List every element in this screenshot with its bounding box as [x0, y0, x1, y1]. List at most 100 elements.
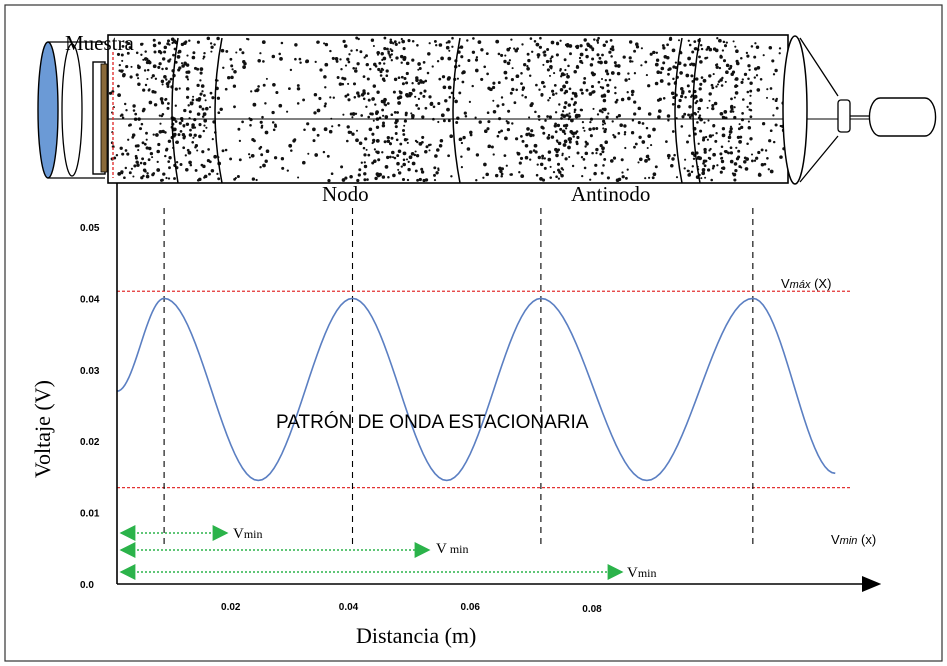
pattern-title: PATRÓN DE ONDA ESTACIONARIA — [276, 411, 589, 433]
particle-dot — [454, 100, 458, 104]
particle-dot — [596, 39, 598, 41]
particle-dot — [168, 166, 171, 169]
particle-dot — [376, 91, 379, 94]
particle-dot — [374, 103, 376, 105]
particle-dot — [681, 115, 684, 118]
particle-dot — [411, 152, 415, 156]
particle-dot — [582, 127, 584, 129]
particle-dot — [656, 70, 660, 74]
particle-dot — [549, 75, 551, 77]
particle-dot — [146, 61, 149, 64]
particle-dot — [708, 74, 711, 77]
particle-dot — [638, 107, 642, 111]
particle-dot — [706, 57, 708, 59]
particle-dot — [371, 162, 374, 165]
particle-dot — [546, 115, 549, 118]
particle-dot — [316, 41, 319, 44]
particle-dot — [773, 141, 775, 143]
particle-dot — [568, 103, 571, 106]
particle-dot — [482, 177, 484, 179]
particle-dot — [677, 105, 681, 109]
particle-dot — [500, 54, 503, 57]
particle-dot — [628, 78, 630, 80]
particle-dot — [143, 162, 146, 165]
particle-dot — [656, 52, 658, 54]
particle-dot — [399, 95, 403, 99]
particle-dot — [566, 75, 570, 79]
particle-dot — [705, 136, 707, 138]
particle-dot — [701, 48, 703, 50]
particle-dot — [438, 78, 441, 81]
particle-dot — [182, 133, 185, 136]
particle-dot — [449, 96, 452, 99]
particle-dot — [444, 99, 447, 102]
particle-dot — [390, 113, 393, 116]
particle-dot — [187, 149, 190, 152]
particle-dot — [687, 170, 690, 173]
particle-dot — [631, 60, 633, 62]
particle-dot — [647, 134, 651, 138]
particle-dot — [638, 121, 641, 124]
particle-dot — [486, 73, 489, 76]
particle-dot — [383, 62, 385, 64]
particle-dot — [260, 153, 263, 156]
x-axis-title: Distancia (m) — [356, 623, 476, 648]
particle-dot — [611, 71, 615, 75]
particle-dot — [202, 108, 205, 111]
particle-dot — [708, 149, 710, 151]
particle-dot — [712, 125, 715, 128]
particle-dot — [548, 134, 550, 136]
particle-dot — [761, 163, 764, 166]
particle-dot — [735, 91, 739, 95]
particle-dot — [653, 172, 657, 176]
particle-dot — [728, 67, 731, 70]
particle-dot — [692, 165, 694, 167]
particle-dot — [575, 45, 577, 47]
particle-dot — [213, 43, 215, 45]
particle-dot — [686, 141, 689, 144]
particle-dot — [132, 104, 135, 107]
particle-dot — [125, 65, 128, 68]
particle-dot — [557, 124, 560, 127]
particle-dot — [748, 121, 750, 123]
particle-dot — [558, 103, 560, 105]
particle-dot — [386, 156, 389, 159]
particle-dot — [165, 177, 167, 179]
particle-dot — [555, 111, 557, 113]
particle-dot — [179, 122, 182, 125]
particle-dot — [279, 57, 283, 61]
particle-dot — [704, 177, 706, 179]
particle-dot — [514, 101, 517, 104]
particle-dot — [560, 88, 564, 92]
particle-dot — [167, 59, 170, 62]
particle-dot — [408, 161, 410, 163]
particle-dot — [555, 175, 558, 178]
particle-dot — [644, 159, 648, 163]
particle-dot — [593, 172, 597, 176]
particle-dot — [565, 124, 568, 127]
particle-dot — [542, 64, 544, 66]
particle-dot — [573, 103, 576, 106]
particle-dot — [500, 129, 503, 132]
particle-dot — [209, 160, 212, 163]
particle-dot — [117, 172, 121, 176]
particle-dot — [143, 168, 146, 171]
particle-dot — [614, 92, 616, 94]
particle-dot — [762, 122, 765, 125]
particle-dot — [120, 147, 123, 150]
particle-dot — [730, 151, 733, 154]
particle-dot — [544, 167, 547, 170]
particle-dot — [200, 106, 202, 108]
particle-dot — [152, 74, 155, 77]
particle-dot — [264, 102, 266, 104]
particle-dot — [160, 130, 163, 133]
particle-dot — [335, 57, 339, 61]
particle-dot — [507, 121, 510, 124]
particle-dot — [355, 138, 359, 142]
particle-dot — [421, 136, 424, 139]
particle-dot — [617, 132, 620, 135]
particle-dot — [619, 123, 623, 127]
particle-dot — [331, 172, 334, 175]
particle-dot — [703, 148, 706, 151]
